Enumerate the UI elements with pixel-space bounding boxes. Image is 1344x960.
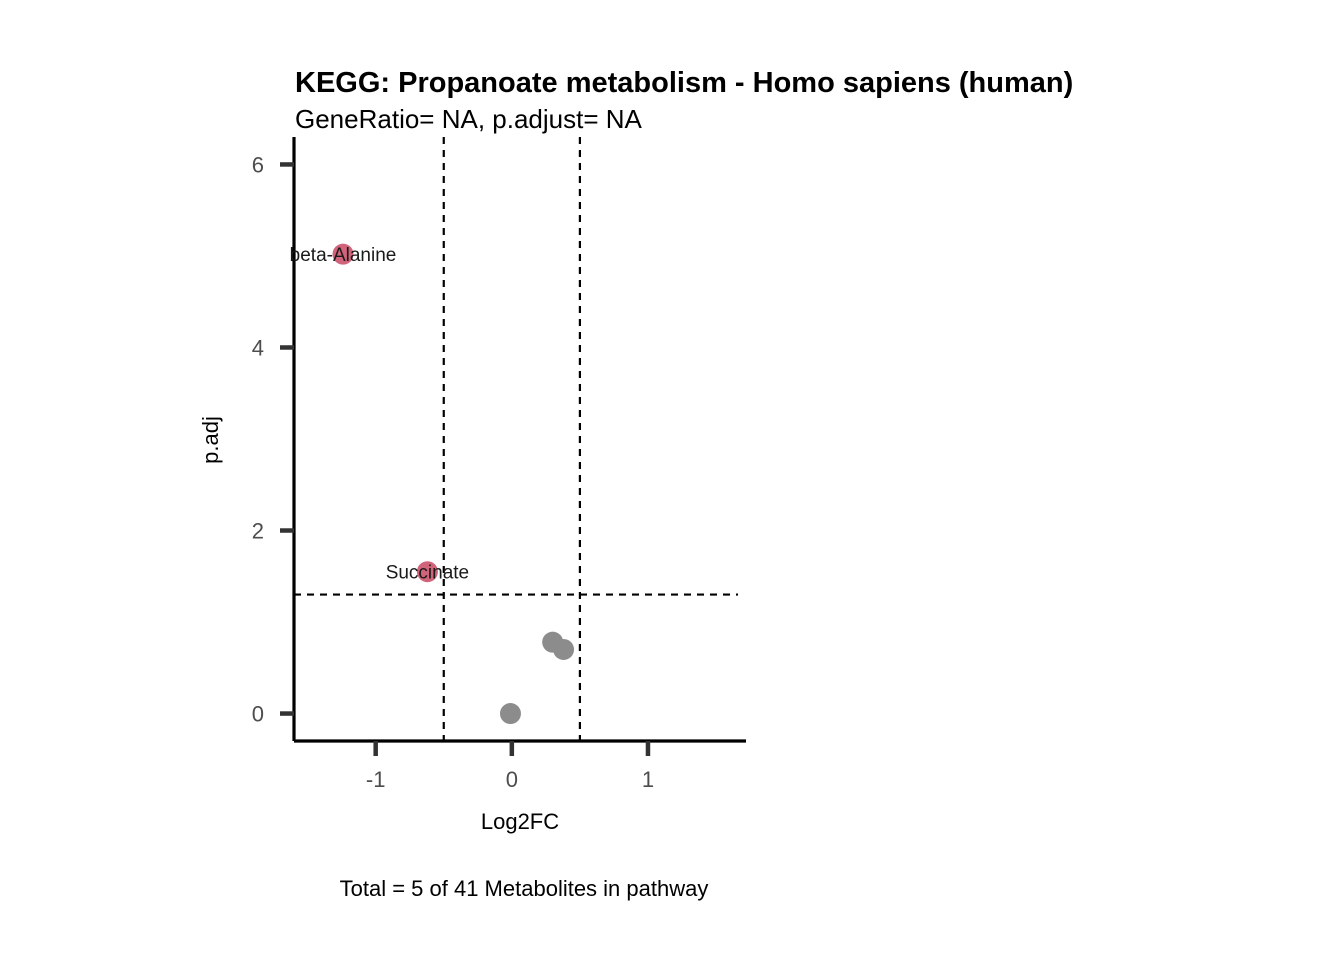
point-label-0: beta-Alanine xyxy=(290,245,397,266)
x-tick-label-2: 1 xyxy=(642,767,654,792)
y-tick-label-2: 4 xyxy=(252,335,264,360)
x-tick-label-1: 0 xyxy=(506,767,518,792)
chart-title: KEGG: Propanoate metabolism - Homo sapie… xyxy=(295,67,1073,99)
data-point-0 xyxy=(332,243,354,265)
data-point-1 xyxy=(416,561,438,583)
y-tick-label-0: 0 xyxy=(252,702,264,727)
data-point-4 xyxy=(499,703,521,725)
y-tick-label-1: 2 xyxy=(252,519,264,544)
y-axis-title: p.adj xyxy=(198,416,223,464)
plot-area: 0 2 4 6 -1 0 1 beta-Alanine Succinate xyxy=(252,137,746,792)
point-label-1: Succinate xyxy=(386,563,469,584)
data-point-3 xyxy=(553,638,575,660)
x-axis-title: Log2FC xyxy=(481,809,559,834)
y-tick-label-3: 6 xyxy=(252,152,264,177)
x-tick-label-0: -1 xyxy=(366,767,386,792)
chart-caption: Total = 5 of 41 Metabolites in pathway xyxy=(340,876,709,901)
chart-subtitle: GeneRatio= NA, p.adjust= NA xyxy=(295,104,643,134)
